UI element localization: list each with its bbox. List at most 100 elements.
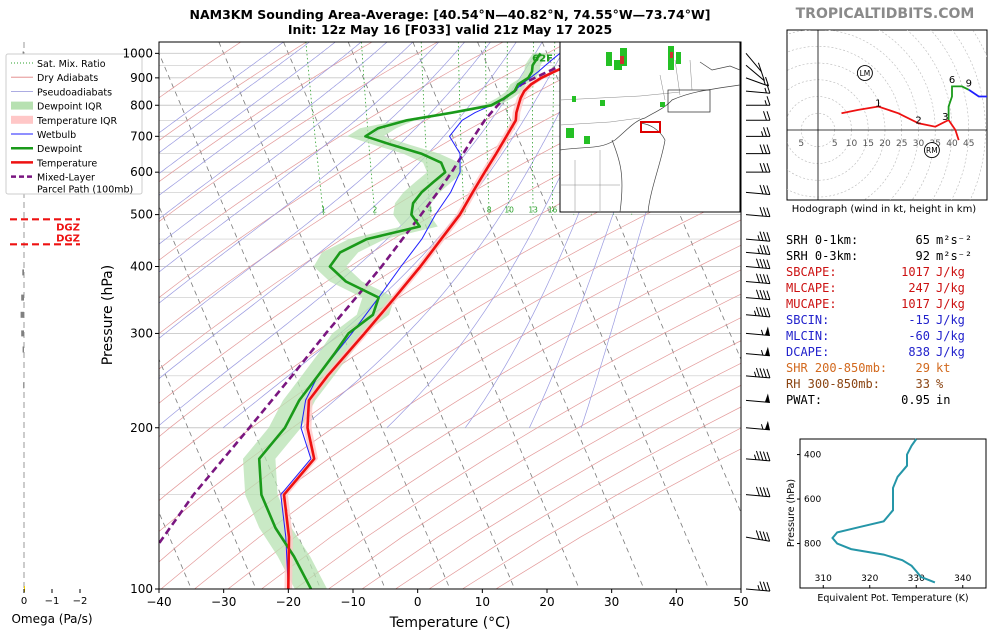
parameter-value: 92 xyxy=(916,249,930,263)
dry-adiabat xyxy=(159,42,569,299)
parameter-value: 1017 xyxy=(901,297,930,311)
x-tick-label: −10 xyxy=(340,595,365,609)
legend-label: Dewpoint xyxy=(37,144,82,155)
skewt-ylabel: Pressure (hPa) xyxy=(100,265,116,365)
x-tick-label: −40 xyxy=(146,595,171,609)
wind-barb xyxy=(745,581,771,592)
y-tick-label: 600 xyxy=(130,165,153,179)
legend-swatch xyxy=(11,115,33,124)
legend-label: Temperature xyxy=(36,158,97,169)
inset-map-storm-cores xyxy=(620,52,673,64)
dewpoint-iqr-band xyxy=(243,53,549,589)
hodograph-panel: 51015202530354045512369LMRM Hodograph (w… xyxy=(786,29,988,215)
mixing-ratio-label: 16 xyxy=(548,206,558,215)
wind-barb xyxy=(745,530,771,542)
parameter-value: 0.95 xyxy=(901,393,930,407)
pseudoadiabat xyxy=(159,42,310,154)
hodograph-height-label: 6 xyxy=(949,75,955,86)
x-tick-label: 10 xyxy=(475,595,490,609)
inset-map-frame xyxy=(559,41,741,213)
wind-barb xyxy=(746,163,771,173)
brand-watermark: TROPICALTIDBITS.COM xyxy=(796,6,975,22)
hodograph-height-label: 9 xyxy=(966,78,972,89)
inset-map-coastlines xyxy=(560,59,740,212)
theta-e-panel: 310 320 330 340 400 600 800 Equivalent Pot. Te… xyxy=(786,438,987,604)
omega-tick-label: −2 xyxy=(73,596,88,607)
dry-adiabat xyxy=(159,42,242,99)
dewpoint-line xyxy=(257,52,542,589)
parameter-value: 1017 xyxy=(901,265,930,279)
dry-adiabat xyxy=(159,42,373,183)
pseudoadiabat xyxy=(159,42,543,426)
theta-e-x-tick-label: 340 xyxy=(954,574,971,584)
parameter-value: -15 xyxy=(908,313,930,327)
wind-barb xyxy=(745,289,771,301)
y-tick-label: 1000 xyxy=(122,46,153,60)
hodograph-ring-label: 25 xyxy=(896,139,907,149)
y-tick-label: 900 xyxy=(130,71,153,85)
parameter-row: MUCAPE: 1017 J/kg xyxy=(786,297,965,311)
x-tick-label: 0 xyxy=(414,595,422,609)
hodograph-ring-label: 30 xyxy=(913,139,925,149)
theta-e-frame xyxy=(799,438,987,589)
temperature-iqr-band xyxy=(280,53,600,589)
hodograph-ring-label: 40 xyxy=(946,139,958,149)
dry-adiabat xyxy=(361,362,741,589)
parameter-unit: J/kg xyxy=(936,265,965,279)
parameter-label: DCAPE: xyxy=(786,345,829,359)
mixing-ratio-line xyxy=(305,42,324,215)
x-tick-label: 40 xyxy=(669,595,684,609)
y-tick-label: 300 xyxy=(130,326,153,340)
parameter-unit: in xyxy=(936,393,950,407)
wind-barb xyxy=(745,76,770,87)
hodograph-height-label: 2 xyxy=(915,115,921,126)
wind-barb xyxy=(745,231,771,242)
mixing-ratio-label: 1 xyxy=(321,206,326,215)
parameter-label: MLCIN: xyxy=(786,329,829,343)
legend-label: Pseudoadiabats xyxy=(37,87,112,98)
theta-e-xlabel: Equivalent Pot. Temperature (K) xyxy=(817,593,968,604)
mixing-ratio-label: 13 xyxy=(528,206,538,215)
dry-adiabat xyxy=(159,42,438,223)
legend-label: Parcel Path (100mb) xyxy=(37,185,133,196)
hodograph-trace xyxy=(841,105,960,141)
mixing-ratio-line xyxy=(506,42,510,215)
parameter-table: SRH 0-1km: 65 m²s⁻² SRH 0-3km: 92 m²s⁻² SBCAPE… xyxy=(786,233,972,407)
wind-barb xyxy=(745,206,771,218)
y-tick-label: 800 xyxy=(130,98,153,112)
parameter-label: PWAT: xyxy=(786,393,822,407)
parameter-value: -60 xyxy=(908,329,930,343)
parameter-row: SBCAPE: 1017 J/kg xyxy=(786,265,965,279)
wind-barb xyxy=(745,486,771,498)
wind-barb xyxy=(745,420,770,431)
pseudoadiabat xyxy=(159,42,336,174)
dgz-label: DGZ xyxy=(56,222,80,233)
skewt-xlabel: Temperature (°C) xyxy=(389,615,511,631)
mixing-ratio-label: 8 xyxy=(487,206,492,215)
mixing-ratio-line xyxy=(457,42,465,215)
storm-motion-label: RM xyxy=(926,146,938,155)
parameter-label: MLCAPE: xyxy=(786,281,837,295)
parameter-label: SRH 0-1km: xyxy=(786,233,858,247)
wind-barbs xyxy=(745,53,771,592)
parameter-unit: J/kg xyxy=(936,281,965,295)
parameter-label: MUCAPE: xyxy=(786,297,837,311)
surface-dewpoint-label: 62F xyxy=(532,53,553,64)
hodograph-height-label: 3 xyxy=(942,112,948,123)
dry-adiabat xyxy=(194,244,741,589)
title-line-1: NAM3KM Sounding Area-Average: [40.54°N—4… xyxy=(190,7,711,22)
mixing-ratio-line xyxy=(361,42,376,215)
storm-motion-label: LM xyxy=(860,69,871,78)
parameter-label: RH 300-850mb: xyxy=(786,377,880,391)
parameter-value: 65 xyxy=(916,233,930,247)
omega-tick-label: −1 xyxy=(45,596,60,607)
hodograph-ring-label: 45 xyxy=(963,139,974,149)
wind-barb xyxy=(745,393,770,403)
theta-e-x-tick-label: 310 xyxy=(815,574,832,584)
y-tick-label: 400 xyxy=(130,260,153,274)
parameter-row: SRH 0-1km: 65 m²s⁻² xyxy=(786,233,972,247)
wind-barb xyxy=(745,273,771,285)
parameter-unit: J/kg xyxy=(936,313,965,327)
